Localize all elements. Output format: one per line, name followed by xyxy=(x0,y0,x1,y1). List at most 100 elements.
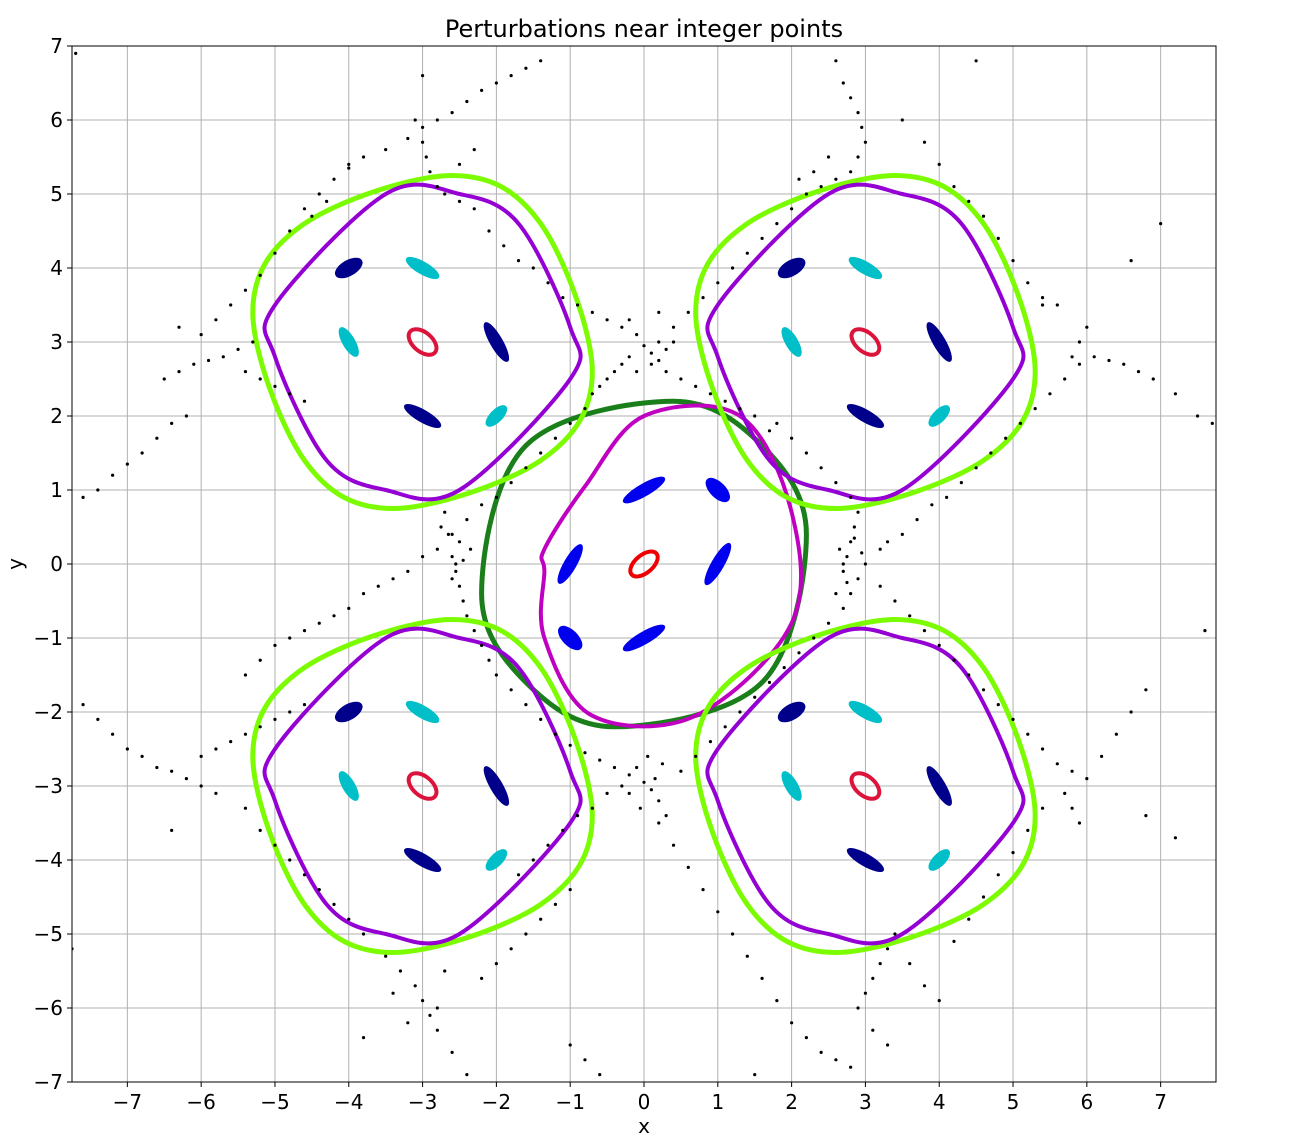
chaotic-point xyxy=(930,503,934,507)
chaotic-point xyxy=(1063,377,1067,381)
chaotic-point xyxy=(516,259,521,263)
chaotic-point xyxy=(612,765,617,770)
chaotic-point xyxy=(568,421,572,425)
x-tick-label: 6 xyxy=(1080,1090,1093,1114)
chaotic-point xyxy=(199,754,203,759)
chaotic-point xyxy=(376,584,380,588)
chaotic-point xyxy=(885,1043,890,1047)
chaotic-point xyxy=(1070,769,1074,773)
chaotic-point xyxy=(243,806,248,810)
chaotic-point xyxy=(487,229,491,233)
corner-resonance-island xyxy=(928,849,951,871)
chaotic-point xyxy=(446,532,451,537)
chaotic-point xyxy=(524,66,528,70)
chaotic-point xyxy=(332,902,336,907)
chaotic-point xyxy=(509,74,513,78)
chaotic-point xyxy=(435,1028,439,1032)
chaotic-point xyxy=(852,525,856,529)
chaotic-point xyxy=(74,51,78,56)
chaotic-point xyxy=(553,902,558,907)
chaotic-point xyxy=(635,765,639,770)
chaotic-point xyxy=(671,340,676,344)
chaotic-point xyxy=(893,932,897,936)
central-resonance-island xyxy=(704,542,732,586)
chaotic-point xyxy=(642,344,646,348)
chaotic-point xyxy=(214,318,218,322)
chaotic-point xyxy=(1011,259,1015,263)
x-tick-label: 7 xyxy=(1154,1090,1167,1114)
corner-resonance-island xyxy=(485,405,508,427)
chaotic-point xyxy=(502,244,506,248)
chaotic-point xyxy=(797,177,801,181)
chaotic-point xyxy=(967,199,971,203)
corner-outer-orbit xyxy=(250,172,595,512)
chaotic-point xyxy=(443,192,447,196)
chaotic-point xyxy=(730,932,735,936)
y-tick-label: 4 xyxy=(50,256,63,280)
chaotic-point xyxy=(568,888,572,892)
chaotic-point xyxy=(546,843,550,847)
chaotic-point xyxy=(317,192,321,196)
chaotic-point xyxy=(852,536,856,540)
chaotic-point xyxy=(649,788,653,792)
central-resonance-island xyxy=(558,625,583,651)
chaotic-point xyxy=(612,370,617,374)
corner-resonance-island xyxy=(777,701,806,723)
corner-resonance-island xyxy=(848,700,883,724)
chaotic-point xyxy=(110,473,115,477)
chaotic-point xyxy=(871,976,875,981)
x-tick-label: −4 xyxy=(334,1090,363,1114)
corner-resonance-island xyxy=(926,322,952,362)
central-inner-orbit xyxy=(538,403,803,729)
central-core-orbit xyxy=(628,549,660,579)
chaotic-point xyxy=(642,780,646,784)
chaotic-point xyxy=(767,429,772,433)
chaotic-point xyxy=(646,754,650,759)
chaotic-point xyxy=(480,643,484,648)
chaotic-point xyxy=(509,688,513,692)
corner-resonance-island xyxy=(848,256,883,280)
chaotic-point xyxy=(347,917,351,921)
chaotic-point xyxy=(420,999,425,1003)
chaotic-point xyxy=(671,325,676,329)
chaotic-point xyxy=(480,88,484,92)
chaotic-point xyxy=(435,118,439,122)
chaotic-point xyxy=(834,1058,838,1062)
chaotic-point xyxy=(561,828,565,833)
chaotic-point xyxy=(1107,358,1111,363)
chaotic-point xyxy=(539,917,543,921)
central-resonance-island xyxy=(622,476,666,504)
chaotic-point xyxy=(1203,629,1207,633)
chaotic-point xyxy=(834,592,838,596)
chaotic-point xyxy=(583,1058,587,1062)
chaotic-point xyxy=(332,614,336,618)
chaotic-point xyxy=(110,732,115,736)
chaotic-point xyxy=(753,1073,757,1077)
chaotic-point xyxy=(236,347,240,351)
chaotic-point xyxy=(243,370,248,374)
chaotic-point xyxy=(457,584,462,588)
chaotic-point xyxy=(288,710,292,714)
corner-resonance-island xyxy=(781,327,802,357)
chaotic-point xyxy=(760,236,764,240)
chaotic-point xyxy=(1018,421,1023,425)
chaotic-point xyxy=(657,310,661,314)
chaotic-point xyxy=(472,148,476,152)
x-axis-ticks: −7 −6 −5 −4 −3 −2 −1 0 1 2 3 4 5 6 7 xyxy=(113,1082,1167,1114)
chaotic-point xyxy=(1085,325,1089,329)
chaotic-point xyxy=(856,155,860,159)
y-tick-label: 3 xyxy=(50,330,63,354)
chaotic-point xyxy=(361,155,366,159)
chaotic-point xyxy=(288,858,292,862)
chaotic-point xyxy=(420,125,425,129)
chaotic-point xyxy=(472,629,476,633)
x-axis-label: x xyxy=(638,1114,650,1138)
chaotic-point xyxy=(819,1050,823,1054)
chaotic-point xyxy=(439,525,443,529)
chaotic-point xyxy=(424,155,428,159)
chaotic-point xyxy=(819,185,823,189)
chaotic-point xyxy=(649,351,653,355)
x-tick-label: −3 xyxy=(408,1090,437,1114)
chaotic-point xyxy=(745,954,749,958)
chaotic-point xyxy=(893,599,897,603)
